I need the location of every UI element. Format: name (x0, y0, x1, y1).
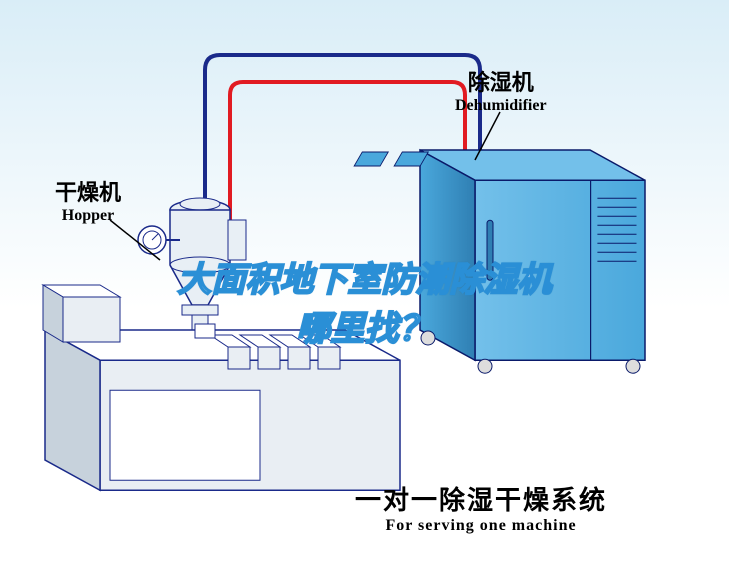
headline-line2: 哪里找？ (297, 310, 433, 348)
dryer-label-en: Hopper (55, 207, 121, 225)
dryer-label: 干燥机 Hopper (55, 175, 121, 225)
system-title-cn: 一对一除湿干燥系统 (355, 480, 607, 517)
dehumidifier-label-cn: 除湿机 (455, 65, 547, 97)
overlay-headline: 大面积地下室防潮除湿机 哪里找？ (0, 252, 729, 350)
system-title: 一对一除湿干燥系统 For serving one machine (355, 480, 607, 535)
system-title-en: For serving one machine (355, 517, 607, 535)
dehumidifier-label: 除湿机 Dehumidifier (455, 65, 547, 115)
dehumidifier-label-en: Dehumidifier (455, 97, 547, 115)
headline-line1: 大面积地下室防潮除湿机 (178, 261, 552, 299)
dryer-label-cn: 干燥机 (55, 175, 121, 207)
